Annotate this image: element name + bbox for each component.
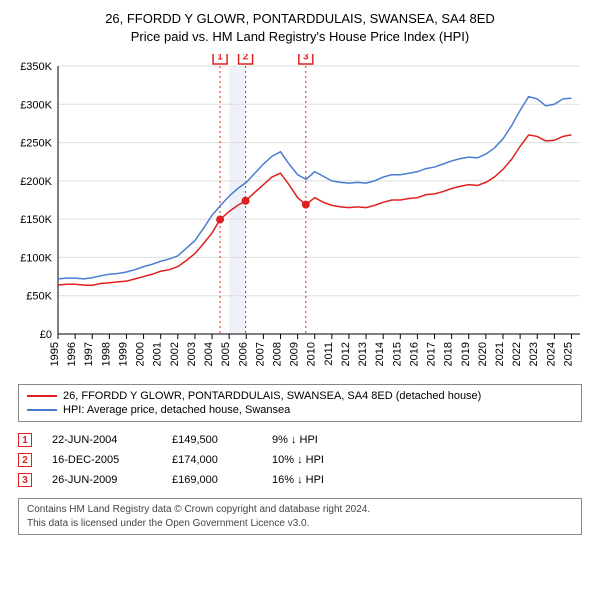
y-tick-label: £100K bbox=[20, 253, 52, 265]
x-tick-label: 2018 bbox=[443, 342, 455, 366]
x-tick-label: 1999 bbox=[117, 342, 129, 366]
y-tick-label: £200K bbox=[20, 176, 52, 188]
x-tick-label: 2005 bbox=[220, 342, 232, 366]
x-tick-label: 2024 bbox=[545, 342, 557, 366]
x-tick-label: 1996 bbox=[66, 342, 78, 366]
x-tick-label: 2017 bbox=[426, 342, 438, 366]
x-tick-label: 2019 bbox=[460, 342, 472, 366]
x-tick-label: 2011 bbox=[323, 342, 335, 366]
event-marker-number: 1 bbox=[217, 54, 223, 63]
y-tick-label: £350K bbox=[20, 61, 52, 73]
sales-date: 22-JUN-2004 bbox=[52, 434, 152, 446]
x-tick-label: 2003 bbox=[186, 342, 198, 366]
footer-line-1: Contains HM Land Registry data © Crown c… bbox=[27, 503, 573, 517]
legend-label: 26, FFORDD Y GLOWR, PONTARDDULAIS, SWANS… bbox=[63, 390, 481, 402]
legend-swatch bbox=[27, 395, 57, 397]
title-line-2: Price paid vs. HM Land Registry's House … bbox=[10, 28, 590, 46]
sales-date: 16-DEC-2005 bbox=[52, 454, 152, 466]
line-chart-svg: £0 £50K £100K £150K £200K £250K £300K £350K 1995… bbox=[10, 54, 590, 374]
x-tick-label: 1998 bbox=[100, 342, 112, 366]
series-property bbox=[58, 135, 571, 285]
sales-price: £169,000 bbox=[172, 474, 252, 486]
x-tick-label: 2002 bbox=[169, 342, 181, 366]
x-tick-label: 2008 bbox=[271, 342, 283, 366]
event-dot bbox=[216, 216, 224, 224]
sales-diff: 16% ↓ HPI bbox=[272, 474, 372, 486]
legend-row: 26, FFORDD Y GLOWR, PONTARDDULAIS, SWANS… bbox=[27, 389, 573, 403]
sales-marker: 3 bbox=[18, 473, 32, 487]
x-tick-label: 2013 bbox=[357, 342, 369, 366]
y-tick-label: £150K bbox=[20, 215, 52, 227]
x-tick-label: 2016 bbox=[408, 342, 420, 366]
y-tick-label: £50K bbox=[26, 291, 52, 303]
x-tick-label: 2007 bbox=[254, 342, 266, 366]
x-tick-label: 1997 bbox=[83, 342, 95, 366]
x-tick-label: 2025 bbox=[562, 342, 574, 366]
chart-area: £0 £50K £100K £150K £200K £250K £300K £350K 1995… bbox=[10, 54, 590, 374]
sales-price: £174,000 bbox=[172, 454, 252, 466]
chart-title: 26, FFORDD Y GLOWR, PONTARDDULAIS, SWANS… bbox=[10, 10, 590, 46]
x-tick-label: 2021 bbox=[494, 342, 506, 366]
attribution-footer: Contains HM Land Registry data © Crown c… bbox=[18, 498, 582, 535]
sales-date: 26-JUN-2009 bbox=[52, 474, 152, 486]
sales-marker: 1 bbox=[18, 433, 32, 447]
sales-marker: 2 bbox=[18, 453, 32, 467]
x-tick-label: 2014 bbox=[374, 342, 386, 366]
sales-events-table: 1 22-JUN-2004 £149,500 9% ↓ HPI 2 16-DEC-2005… bbox=[18, 430, 582, 490]
legend-label: HPI: Average price, detached house, Swan… bbox=[63, 404, 290, 416]
sales-diff: 9% ↓ HPI bbox=[272, 434, 372, 446]
event-dot bbox=[242, 197, 250, 205]
x-tick-label: 1995 bbox=[49, 342, 61, 366]
sales-diff: 10% ↓ HPI bbox=[272, 454, 372, 466]
x-tick-label: 2023 bbox=[528, 342, 540, 366]
x-tick-label: 2022 bbox=[511, 342, 523, 366]
x-tick-label: 2012 bbox=[340, 342, 352, 366]
sales-row: 2 16-DEC-2005 £174,000 10% ↓ HPI bbox=[18, 450, 582, 470]
event-marker-number: 2 bbox=[243, 54, 249, 63]
sales-price: £149,500 bbox=[172, 434, 252, 446]
sales-row: 1 22-JUN-2004 £149,500 9% ↓ HPI bbox=[18, 430, 582, 450]
y-tick-label: £300K bbox=[20, 100, 52, 112]
x-tick-label: 2004 bbox=[203, 342, 215, 366]
x-tick-label: 2020 bbox=[477, 342, 489, 366]
y-tick-label: £250K bbox=[20, 138, 52, 150]
title-line-1: 26, FFORDD Y GLOWR, PONTARDDULAIS, SWANS… bbox=[10, 10, 590, 28]
legend-row: HPI: Average price, detached house, Swan… bbox=[27, 403, 573, 417]
legend-swatch bbox=[27, 409, 57, 411]
series-hpi bbox=[58, 97, 571, 279]
x-tick-label: 2006 bbox=[237, 342, 249, 366]
x-tick-label: 2000 bbox=[135, 342, 147, 366]
event-dot bbox=[302, 201, 310, 209]
x-tick-label: 2015 bbox=[391, 342, 403, 366]
x-tick-label: 2010 bbox=[306, 342, 318, 366]
legend: 26, FFORDD Y GLOWR, PONTARDDULAIS, SWANS… bbox=[18, 384, 582, 422]
y-tick-label: £0 bbox=[40, 329, 52, 341]
sales-row: 3 26-JUN-2009 £169,000 16% ↓ HPI bbox=[18, 470, 582, 490]
event-marker-number: 3 bbox=[303, 54, 309, 63]
footer-line-2: This data is licensed under the Open Gov… bbox=[27, 517, 573, 531]
x-tick-label: 2009 bbox=[289, 342, 301, 366]
x-tick-label: 2001 bbox=[152, 342, 164, 366]
